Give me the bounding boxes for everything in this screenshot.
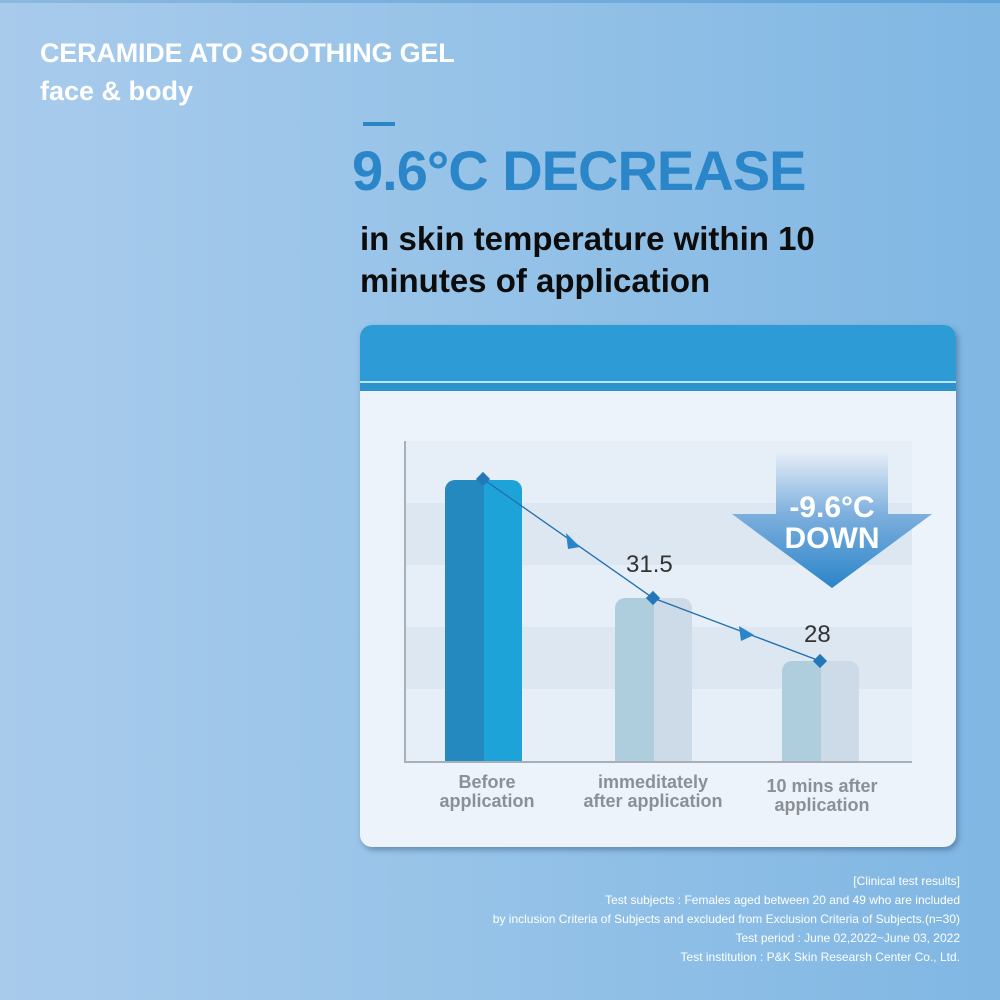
decrease-badge: -9.6°C DOWN: [732, 452, 932, 592]
footnote-subjects: Test subjects : Females aged between 20 …: [605, 893, 960, 907]
badge-line-2: DOWN: [784, 522, 880, 555]
trend-line: [475, 471, 828, 669]
x-axis: [404, 761, 912, 763]
top-edge: [0, 0, 1000, 3]
y-axis: [404, 441, 406, 763]
footnote-heading: [Clinical test results]: [853, 874, 960, 888]
footnote-criteria: by inclusion Criteria of Subjects and ex…: [492, 912, 960, 926]
bar-10-mins-after: [782, 661, 859, 761]
footnote-institution: Test institution : P&K Skin Researsh Cen…: [680, 950, 960, 964]
headline: 9.6°C DECREASE: [352, 139, 806, 202]
badge-text: -9.6°C DOWN: [732, 492, 932, 554]
footnote-period: Test period : June 02,2022~June 03, 2022: [735, 931, 960, 945]
card-header-strip: [360, 383, 956, 391]
value-label-immediately: 31.5: [626, 551, 673, 578]
x-label-10-mins: 10 mins after application: [766, 776, 878, 815]
subheadline: in skin temperature within 10 minutes of…: [360, 220, 815, 299]
x-label-immediately: immeditately after application: [583, 772, 723, 811]
x-label-before: Before application: [439, 772, 535, 811]
product-title: CERAMIDE ATO SOOTHING GEL: [40, 38, 455, 68]
down-arrow-icon: [732, 452, 932, 588]
product-subtitle: face & body: [40, 76, 194, 106]
plot-area: -9.6°C DOWN 31.5 28: [404, 441, 932, 763]
accent-dash: [363, 122, 395, 126]
badge-line-1: -9.6°C: [789, 491, 875, 524]
bar-before-application: [445, 480, 522, 761]
value-label-10-mins: 28: [804, 621, 831, 648]
card-header: [360, 325, 956, 381]
chart-card: -9.6°C DOWN 31.5 28 Before application i…: [360, 325, 956, 847]
clinical-footnote: [Clinical test results] Test subjects : …: [493, 872, 960, 967]
bar-immediately-after: [615, 598, 692, 761]
card-header-divider: [360, 381, 956, 383]
